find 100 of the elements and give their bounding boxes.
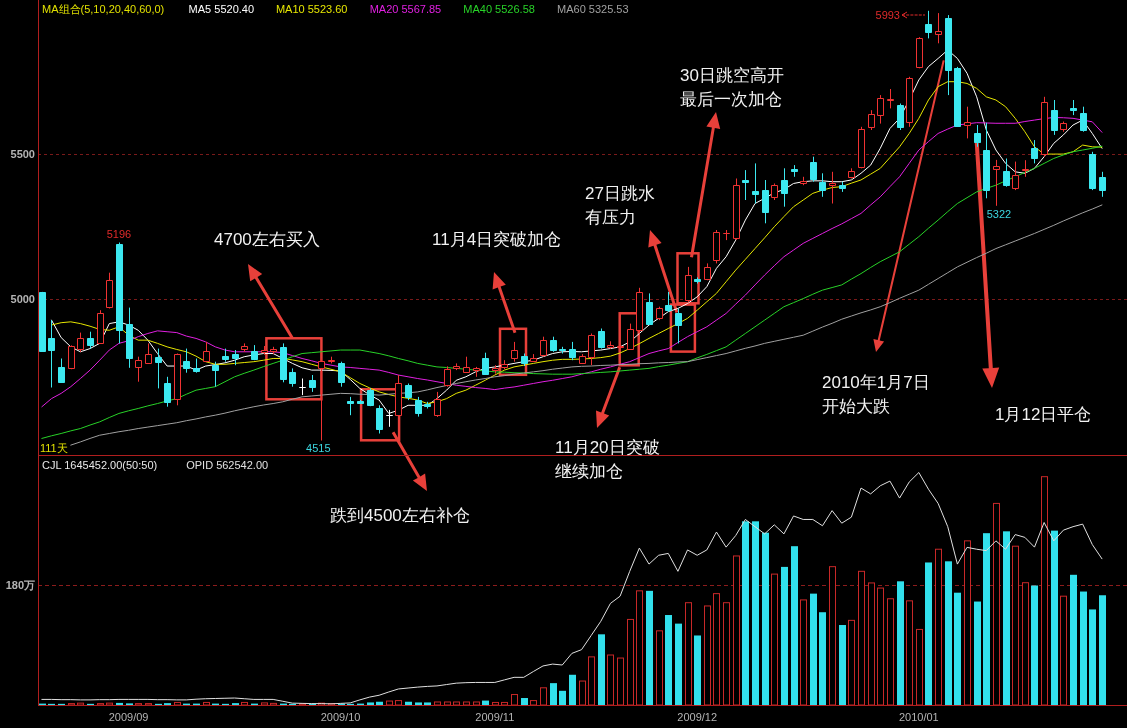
- candlestick: [1041, 96, 1048, 158]
- candlestick: [791, 164, 798, 178]
- candlestick: [434, 391, 441, 418]
- bar: [742, 521, 749, 705]
- bar: [627, 618, 634, 706]
- candlestick: [983, 122, 990, 199]
- annotation: 5993: [875, 9, 900, 21]
- candlestick: [116, 242, 123, 344]
- candlestick: [1003, 158, 1010, 188]
- bar: [819, 612, 826, 705]
- bar: [723, 602, 730, 706]
- candlestick: [1060, 121, 1067, 133]
- bar: [453, 701, 460, 706]
- candlestick: [819, 172, 826, 198]
- bar: [762, 532, 769, 705]
- candlestick: [482, 352, 489, 376]
- bar: [1041, 476, 1048, 706]
- candlestick: [877, 94, 884, 125]
- candlestick: [270, 346, 277, 355]
- candlestick: [367, 387, 374, 407]
- candlestick: [347, 396, 354, 416]
- candlestick: [694, 276, 701, 284]
- candlestick: [318, 358, 325, 441]
- annotation: 2010年1月7日开始大跌: [822, 373, 930, 416]
- candlestick: [48, 319, 55, 388]
- candlestick: [376, 404, 383, 434]
- candlestick: [338, 361, 345, 388]
- candlestick: [598, 328, 605, 350]
- candlestick: [68, 344, 75, 370]
- candlestick: [444, 365, 451, 388]
- candlestick: [155, 348, 162, 389]
- text: MA40 5526.58: [463, 3, 535, 15]
- candlestick: [848, 167, 855, 179]
- candlestick: [713, 229, 720, 264]
- candlestick: [935, 12, 942, 44]
- candlestick: [550, 336, 557, 353]
- text: CJL 1645452.00(50:50): [42, 459, 158, 471]
- annotation: 5322: [986, 207, 1012, 220]
- x-tick-label: 2009/12: [677, 711, 718, 723]
- candlestick: [280, 342, 287, 383]
- bar: [1003, 531, 1010, 705]
- candlestick: [164, 376, 171, 408]
- candlestick: [733, 178, 740, 241]
- candlestick: [193, 358, 200, 374]
- candlestick: [945, 14, 952, 96]
- x-tick-label: 2010/01: [898, 711, 939, 723]
- bar: [550, 683, 557, 705]
- candlestick: [183, 348, 190, 374]
- bar: [444, 701, 451, 706]
- candlestick: [993, 159, 1000, 207]
- bar: [376, 701, 383, 705]
- bar: [993, 502, 1000, 706]
- bar: [685, 602, 692, 706]
- candlestick: [97, 309, 104, 344]
- candlestick: [222, 348, 229, 363]
- candlestick: [511, 341, 518, 363]
- candlestick: [521, 353, 528, 367]
- candlestick: [357, 399, 364, 405]
- bar: [887, 598, 894, 706]
- text: MA60 5325.53: [557, 3, 629, 15]
- candlestick: [752, 162, 759, 204]
- bar: [791, 546, 798, 705]
- bar: [877, 587, 884, 706]
- bar: [1070, 574, 1077, 705]
- candlestick: [906, 76, 913, 128]
- bar: [810, 593, 817, 705]
- candlestick: [405, 383, 412, 401]
- candlestick: [829, 171, 836, 204]
- bar: [646, 590, 653, 705]
- bar: [858, 570, 865, 706]
- candlestick: [1089, 151, 1096, 191]
- bar: [588, 656, 595, 706]
- bar: [540, 687, 547, 706]
- candlestick: [415, 396, 422, 418]
- candlestick: [1051, 99, 1058, 136]
- bar: [771, 573, 778, 706]
- candlestick: [617, 344, 624, 350]
- candlestick: [145, 342, 152, 364]
- candlestick: [174, 353, 181, 406]
- x-tick-label: 2009/10: [320, 711, 361, 723]
- candlestick: [665, 291, 672, 313]
- y-tick-label: 5000: [10, 293, 35, 306]
- bar: [530, 700, 537, 706]
- candlestick: [232, 349, 239, 366]
- candlestick: [126, 307, 133, 369]
- candlestick: [675, 308, 682, 344]
- candlestick: [1012, 161, 1019, 191]
- candlestick: [309, 374, 316, 393]
- text: MA5 5520.40: [188, 3, 255, 15]
- candlestick: [1070, 99, 1077, 116]
- ref-line-label: 180万: [5, 579, 35, 592]
- bar: [405, 701, 412, 705]
- candlestick: [1031, 139, 1038, 164]
- bar: [1060, 595, 1067, 706]
- candlestick: [453, 362, 460, 371]
- candlestick: [299, 378, 306, 396]
- candlestick: [39, 291, 46, 353]
- line-series: [41, 145, 1103, 439]
- candlestick: [261, 345, 268, 356]
- candlestick: [203, 341, 210, 363]
